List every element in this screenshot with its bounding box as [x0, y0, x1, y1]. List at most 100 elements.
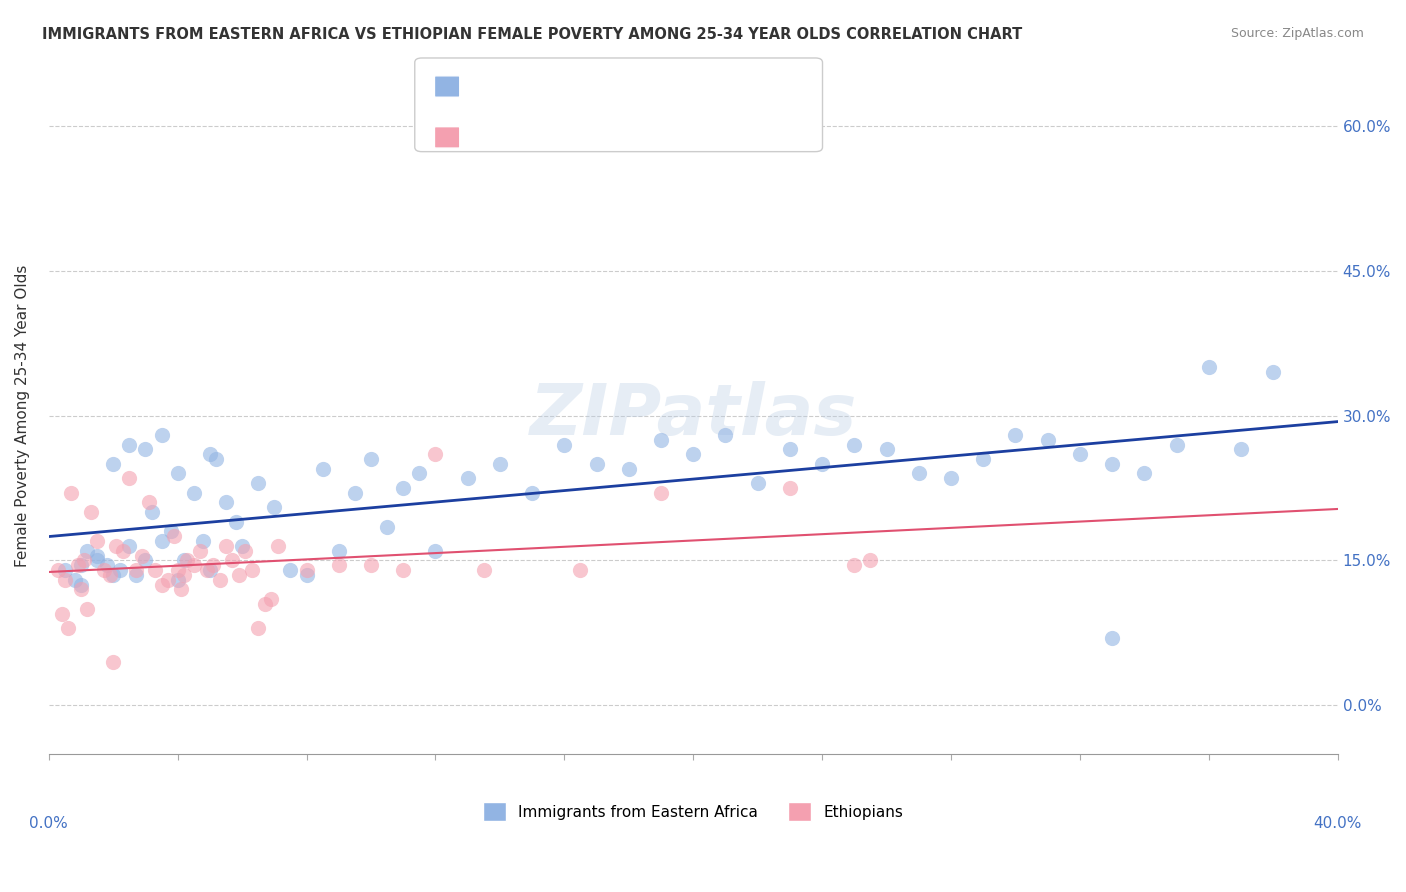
Text: IMMIGRANTS FROM EASTERN AFRICA VS ETHIOPIAN FEMALE POVERTY AMONG 25-34 YEAR OLDS: IMMIGRANTS FROM EASTERN AFRICA VS ETHIOP… — [42, 27, 1022, 42]
Point — [118, 539, 141, 553]
Point — [111, 543, 134, 558]
Point — [221, 553, 243, 567]
Point — [53, 563, 76, 577]
Point — [76, 601, 98, 615]
Point — [173, 553, 195, 567]
Point — [150, 577, 173, 591]
Point — [70, 577, 93, 591]
Point — [108, 563, 131, 577]
Point — [93, 563, 115, 577]
Point — [266, 539, 288, 553]
Point — [779, 481, 801, 495]
Point — [103, 655, 125, 669]
Point — [173, 568, 195, 582]
Text: R =  0.488   N = 70: R = 0.488 N = 70 — [436, 76, 613, 91]
Point — [215, 495, 238, 509]
Point — [311, 461, 333, 475]
Point — [972, 452, 994, 467]
Point — [472, 563, 495, 577]
Point — [98, 568, 121, 582]
Point — [747, 476, 769, 491]
Point — [86, 534, 108, 549]
Point — [125, 563, 148, 577]
Point — [176, 553, 198, 567]
Point — [134, 553, 156, 567]
Point — [1263, 365, 1285, 379]
Point — [66, 558, 89, 573]
Point — [1166, 437, 1188, 451]
Point — [205, 452, 228, 467]
Point — [457, 471, 479, 485]
Point — [295, 568, 318, 582]
Point — [118, 471, 141, 485]
Point — [392, 563, 415, 577]
Point — [166, 573, 188, 587]
Point — [779, 442, 801, 457]
Point — [617, 461, 640, 475]
Point — [163, 529, 186, 543]
Point — [343, 485, 366, 500]
Point — [650, 485, 672, 500]
Point — [228, 568, 250, 582]
Point — [215, 539, 238, 553]
Point — [253, 597, 276, 611]
Point — [160, 524, 183, 539]
Point — [260, 592, 283, 607]
Text: Source: ZipAtlas.com: Source: ZipAtlas.com — [1230, 27, 1364, 40]
Point — [360, 452, 382, 467]
Point — [86, 553, 108, 567]
Point — [73, 553, 96, 567]
Point — [1069, 447, 1091, 461]
Point — [876, 442, 898, 457]
Point — [195, 563, 218, 577]
Point — [907, 467, 929, 481]
Point — [553, 437, 575, 451]
Point — [63, 573, 86, 587]
Point — [134, 442, 156, 457]
Point — [425, 447, 447, 461]
Legend: Immigrants from Eastern Africa, Ethiopians: Immigrants from Eastern Africa, Ethiopia… — [477, 797, 910, 827]
Point — [1101, 631, 1123, 645]
Point — [79, 505, 101, 519]
Text: 40.0%: 40.0% — [1313, 816, 1362, 831]
Point — [150, 534, 173, 549]
Point — [198, 563, 221, 577]
Point — [141, 505, 163, 519]
Point — [105, 539, 128, 553]
Point — [231, 539, 253, 553]
Point — [202, 558, 225, 573]
Point — [70, 582, 93, 597]
Point — [939, 471, 962, 485]
Point — [263, 500, 285, 515]
Point — [166, 467, 188, 481]
Point — [247, 476, 270, 491]
Point — [143, 563, 166, 577]
Point — [225, 515, 247, 529]
Point — [328, 543, 350, 558]
Point — [56, 621, 79, 635]
Point — [859, 553, 882, 567]
Point — [103, 568, 125, 582]
Point — [682, 447, 704, 461]
Point — [1133, 467, 1156, 481]
Point — [198, 447, 221, 461]
Point — [208, 573, 231, 587]
Point — [585, 457, 607, 471]
Point — [247, 621, 270, 635]
Point — [96, 558, 118, 573]
Point — [156, 573, 179, 587]
Point — [76, 543, 98, 558]
Point — [408, 467, 430, 481]
Point — [280, 563, 302, 577]
Point — [240, 563, 263, 577]
Point — [118, 437, 141, 451]
Point — [233, 543, 256, 558]
Point — [811, 457, 834, 471]
Point — [70, 558, 93, 573]
Text: 0.0%: 0.0% — [30, 816, 67, 831]
Point — [183, 485, 205, 500]
Text: R = -0.008   N = 53: R = -0.008 N = 53 — [436, 134, 614, 149]
Point — [170, 582, 193, 597]
Point — [138, 495, 160, 509]
Point — [183, 558, 205, 573]
